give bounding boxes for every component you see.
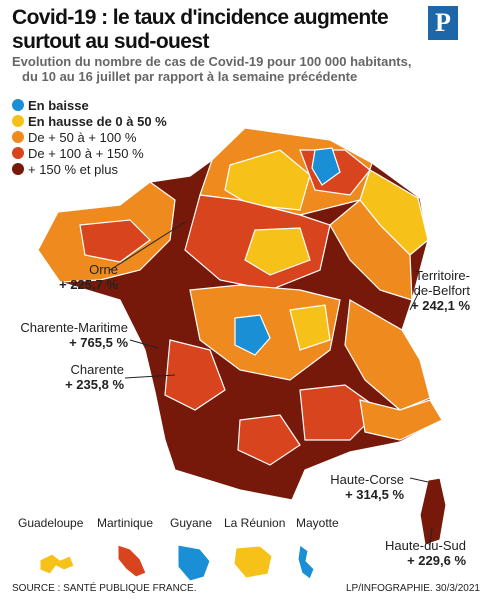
region bbox=[311, 147, 341, 186]
logo: P bbox=[428, 6, 458, 40]
callout-name: Charente-Maritime bbox=[20, 320, 128, 335]
legend-label: En baisse bbox=[28, 98, 89, 113]
legend-item: De + 50 à + 100 % bbox=[12, 130, 167, 146]
overseas-label: Guadeloupe bbox=[18, 516, 84, 530]
credit: LP/INFOGRAPHIE. 30/3/2021 bbox=[346, 583, 480, 594]
legend-label: + 150 % et plus bbox=[28, 162, 118, 177]
source: SOURCE : SANTÉ PUBLIQUE FRANCE. bbox=[12, 583, 197, 594]
leader bbox=[124, 374, 176, 379]
callout-value: + 229,6 % bbox=[407, 553, 466, 568]
leader bbox=[429, 527, 433, 546]
region bbox=[79, 219, 151, 263]
callout: Haute-Corse + 314,5 % bbox=[330, 472, 404, 502]
legend-label: En hausse de 0 à 50 % bbox=[28, 114, 167, 129]
region bbox=[359, 399, 443, 441]
region bbox=[234, 314, 271, 356]
callout-name: Orne bbox=[89, 262, 118, 277]
legend-swatch bbox=[12, 163, 24, 175]
guyane bbox=[177, 544, 211, 582]
legend-item: De + 100 à + 150 % bbox=[12, 146, 167, 162]
leader bbox=[129, 339, 159, 349]
legend: En baisse En hausse de 0 à 50 % De + 50 à … bbox=[12, 98, 167, 178]
legend-swatch bbox=[12, 115, 24, 127]
callout: Charente-Maritime + 765,5 % bbox=[20, 320, 128, 350]
callout-name: Haute-Corse bbox=[330, 472, 404, 487]
leader bbox=[409, 289, 421, 311]
callout-value: + 765,5 % bbox=[69, 335, 128, 350]
callout-name: Haute-du-Sud bbox=[385, 538, 466, 553]
legend-swatch bbox=[12, 147, 24, 159]
region bbox=[164, 339, 226, 411]
region bbox=[224, 149, 311, 211]
overseas-label: La Réunion bbox=[224, 516, 286, 530]
region bbox=[329, 199, 413, 301]
subtitle: du 10 au 16 juillet par rapport à la sem… bbox=[22, 69, 358, 84]
title: surtout au sud-ouest bbox=[12, 30, 209, 53]
overseas-label: Martinique bbox=[97, 516, 154, 530]
legend-swatch bbox=[12, 99, 24, 111]
callout-name: Territoire-de-Belfort bbox=[413, 268, 470, 298]
callout-value: + 242,1 % bbox=[411, 298, 470, 313]
leader bbox=[109, 221, 186, 271]
region bbox=[289, 304, 331, 351]
leader bbox=[409, 477, 429, 483]
legend-item: En baisse bbox=[12, 98, 167, 114]
callout-value: + 225,7 % bbox=[59, 277, 118, 292]
callout: Orne + 225,7 % bbox=[59, 262, 118, 292]
region bbox=[244, 227, 311, 276]
guadeloupe bbox=[39, 553, 75, 575]
legend-label: De + 100 à + 150 % bbox=[28, 146, 144, 161]
callout: Haute-du-Sud + 229,6 % bbox=[385, 538, 466, 568]
callout-value: + 235,8 % bbox=[65, 377, 124, 392]
overseas-label: Guyane bbox=[170, 516, 213, 530]
mayotte bbox=[297, 544, 315, 580]
callout: Charente + 235,8 % bbox=[65, 362, 124, 392]
corsica bbox=[419, 477, 447, 546]
region bbox=[344, 299, 431, 411]
legend-label: De + 50 à + 100 % bbox=[28, 130, 137, 145]
legend-swatch bbox=[12, 131, 24, 143]
overseas-label: Mayotte bbox=[296, 516, 339, 530]
legend-item: + 150 % et plus bbox=[12, 162, 167, 178]
callout-value: + 314,5 % bbox=[345, 487, 404, 502]
region bbox=[237, 414, 301, 466]
header: Covid-19 : le taux d'incidence augmente s… bbox=[12, 6, 411, 84]
callout-name: Charente bbox=[70, 362, 124, 377]
title: Covid-19 : le taux d'incidence augmente bbox=[12, 6, 389, 29]
callout: Territoire-de-Belfort + 242,1 % bbox=[400, 268, 470, 313]
martinique bbox=[117, 544, 147, 578]
la-reunion bbox=[233, 545, 273, 579]
legend-item: En hausse de 0 à 50 % bbox=[12, 114, 167, 130]
subtitle: Evolution du nombre de cas de Covid-19 p… bbox=[12, 54, 412, 69]
